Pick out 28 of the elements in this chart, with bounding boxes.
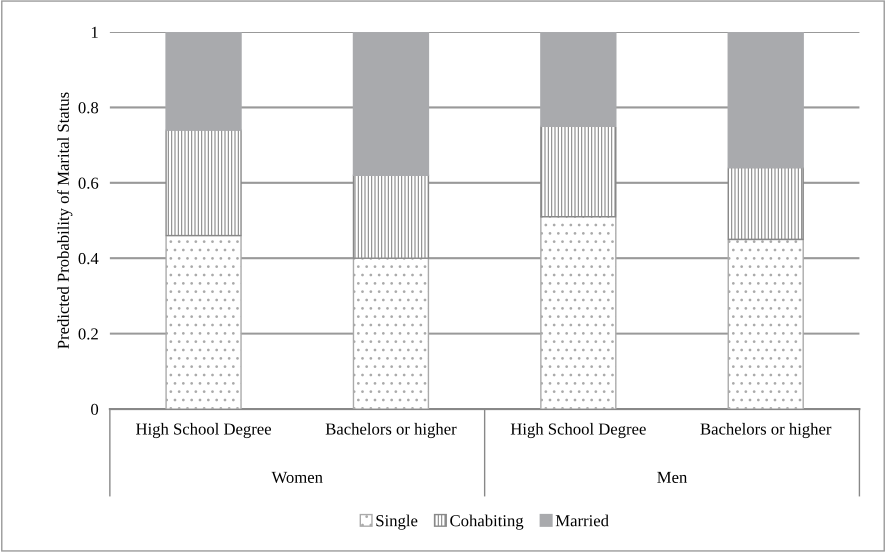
x-tick-label: High School Degree <box>510 422 646 438</box>
bar <box>728 167 804 240</box>
y-tick-label: 1 <box>92 26 98 38</box>
x-tick-label: Bachelors or higher <box>326 422 457 438</box>
legend-label: Married <box>556 514 609 526</box>
bar <box>165 234 242 410</box>
text: Women <box>272 472 323 484</box>
bar <box>540 126 617 218</box>
bar <box>540 216 617 410</box>
y-tick-label: 0.8 <box>78 102 98 114</box>
x-tick-label: Bachelors or higher <box>700 422 832 438</box>
bar <box>352 174 430 259</box>
y-tick-label: 0.6 <box>78 178 98 189</box>
bar <box>728 32 804 168</box>
bar <box>165 32 242 131</box>
legend-label: Cohabiting <box>450 514 524 530</box>
y-tick-label: 0.4 <box>78 252 98 264</box>
y-tick-label: 0 <box>91 404 98 415</box>
bar <box>165 129 242 236</box>
y-tick-label: 0.2 <box>78 328 98 340</box>
bar <box>540 32 617 127</box>
text: Men <box>657 472 688 483</box>
y-axis-title: Predicted Probability of Marital Status <box>57 92 72 349</box>
bar <box>352 32 430 176</box>
bar <box>352 258 430 410</box>
legend-label: Single <box>376 514 418 530</box>
x-tick-label: High School Degree <box>136 422 272 438</box>
bar <box>728 238 804 410</box>
